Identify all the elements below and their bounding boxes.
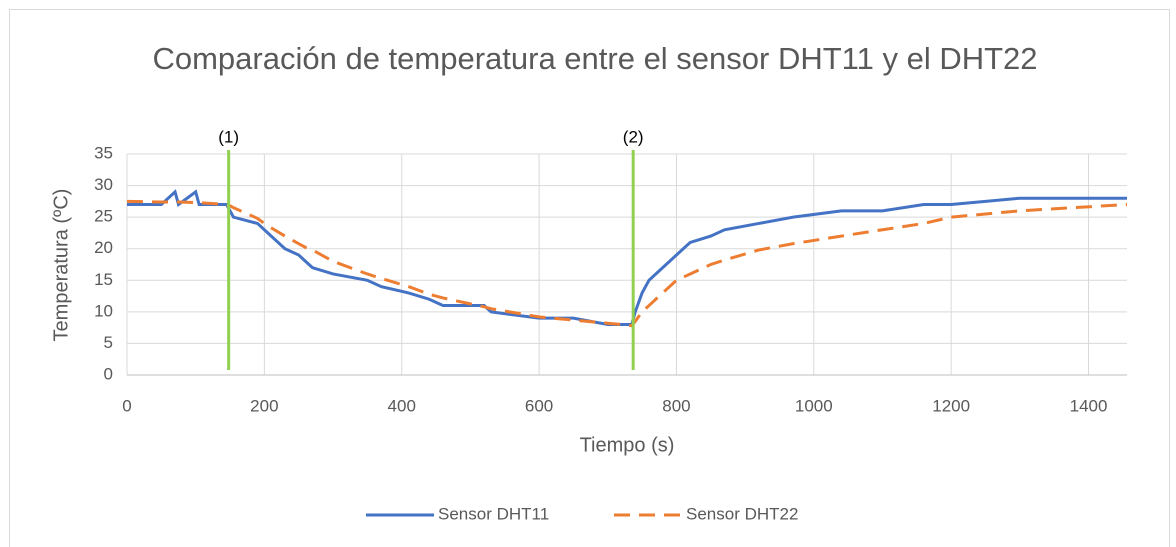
x-axis-label: Tiempo (s) bbox=[580, 434, 675, 456]
legend-label: Sensor DHT22 bbox=[686, 504, 798, 523]
y-tick-label: 5 bbox=[104, 333, 113, 352]
chart-border bbox=[9, 9, 1170, 547]
series-line bbox=[127, 189, 1127, 326]
annotation-label-bg bbox=[198, 124, 259, 150]
x-tick-label: 200 bbox=[250, 396, 278, 415]
x-tick-label: 1000 bbox=[795, 396, 833, 415]
y-axis-label: Temperatura (ºC) bbox=[50, 189, 72, 342]
y-tick-label: 20 bbox=[94, 238, 113, 257]
annotation-label: (1) bbox=[218, 127, 239, 146]
annotation-label: (2) bbox=[623, 127, 644, 146]
x-tick-label: 800 bbox=[662, 396, 690, 415]
x-tick-label: 600 bbox=[525, 396, 553, 415]
y-tick-label: 10 bbox=[94, 301, 113, 320]
chart-title: Comparación de temperatura entre el sens… bbox=[152, 41, 1038, 76]
x-tick-label: 400 bbox=[388, 396, 416, 415]
y-tick-label: 25 bbox=[94, 207, 113, 226]
y-tick-label: 35 bbox=[94, 143, 113, 162]
annotation-label-bg bbox=[603, 124, 664, 150]
x-tick-label: 1400 bbox=[1070, 396, 1108, 415]
x-tick-label: 0 bbox=[122, 396, 131, 415]
legend-label: Sensor DHT11 bbox=[438, 504, 549, 523]
y-tick-label: 15 bbox=[94, 270, 113, 289]
x-tick-label: 1200 bbox=[932, 396, 970, 415]
y-tick-label: 0 bbox=[104, 364, 113, 383]
y-tick-label: 30 bbox=[94, 175, 113, 194]
series-line bbox=[126, 199, 1128, 328]
